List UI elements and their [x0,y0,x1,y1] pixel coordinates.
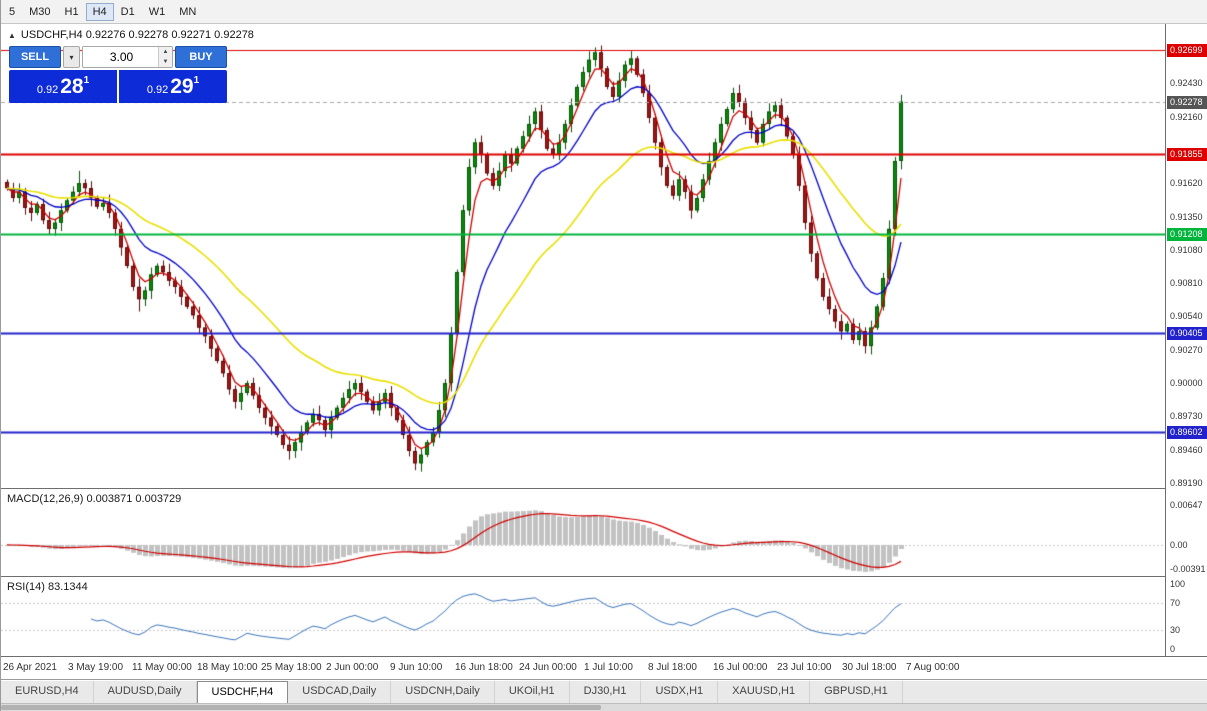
ask-price-pipette: 1 [193,75,200,86]
chart-tab-dj30-h1[interactable]: DJ30,H1 [570,681,642,703]
time-axis-label: 26 Apr 2021 [3,662,57,673]
price-level-badge: 0.90405 [1167,327,1207,341]
one-click-collapse-icon[interactable]: ▲ [8,30,16,40]
time-axis-label: 7 Aug 00:00 [906,662,960,673]
chart-tab-audusd-daily[interactable]: AUDUSD,Daily [94,681,197,703]
price-tick-label: 0.90810 [1170,278,1203,289]
price-level-badge: 0.91855 [1167,148,1207,162]
time-axis-label: 11 May 00:00 [132,662,192,673]
macd-canvas[interactable] [1,489,1165,576]
tabbar-separator [1,679,1207,681]
time-axis-label: 1 Jul 10:00 [584,662,633,673]
time-axis-label: 9 Jun 10:00 [390,662,443,673]
panel-separator[interactable] [1,576,1207,577]
rsi-tick-label: 100 [1170,578,1186,589]
time-axis-label: 8 Jul 18:00 [648,662,697,673]
macd-tick-label: 0.00 [1170,539,1188,550]
rsi-tick-label: 70 [1170,598,1181,609]
time-axis-label: 2 Jun 00:00 [326,662,379,673]
price-level-badge: 0.92699 [1167,44,1207,58]
panel-separator[interactable] [1,488,1207,489]
time-axis-label: 16 Jul 00:00 [713,662,768,673]
price-level-badge: 0.89602 [1167,426,1207,440]
rsi-label: RSI(14) 83.1344 [7,581,88,593]
macd-tick-label: 0.00647 [1170,499,1203,510]
rsi-canvas[interactable] [1,577,1165,656]
price-tick-label: 0.92430 [1170,78,1203,89]
chart-tab-eurusd-h4[interactable]: EURUSD,H4 [1,681,94,703]
timeframe-button-m30[interactable]: M30 [29,5,51,18]
sell-button[interactable]: SELL [9,46,61,68]
trade-controls-row: SELL ▾ ▲ ▼ BUY [9,46,227,68]
timeframe-button-5[interactable]: 5 [9,5,16,18]
time-axis-label: 25 May 18:00 [261,662,322,673]
chart-tab-usdcnh-daily[interactable]: USDCNH,Daily [391,681,495,703]
macd-indicator-panel: MACD(12,26,9) 0.003871 0.003729 [1,489,1165,576]
timeframe-button-d1[interactable]: D1 [120,5,135,18]
macd-label: MACD(12,26,9) 0.003871 0.003729 [7,493,182,505]
macd-tick-label: -0.00391 [1170,564,1206,575]
price-buttons-row: 0.92 28 1 0.92 29 1 [9,70,227,103]
price-tick-label: 0.91080 [1170,244,1203,255]
chart-tab-xauusd-h1[interactable]: XAUUSD,H1 [718,681,811,703]
timeframe-button-mn[interactable]: MN [179,5,197,18]
chart-title: ▲ USDCHF,H4 0.92276 0.92278 0.92271 0.92… [8,29,254,41]
price-tick-label: 0.89730 [1170,411,1203,422]
chart-tab-bar: EURUSD,H4 AUDUSD,Daily USDCHF,H4 USDCAD,Dai… [1,681,1207,704]
price-tick-label: 0.92160 [1170,111,1203,122]
time-axis[interactable]: 26 Apr 2021 3 May 19:00 11 May 00:00 18 May… [1,657,1207,679]
price-tick-label: 0.91620 [1170,178,1203,189]
volume-increase-button[interactable]: ▲ [159,47,172,57]
price-level-badge: 0.91208 [1167,228,1207,242]
chart-tab-usdx-h1[interactable]: USDX,H1 [641,681,719,703]
volume-decrease-button[interactable]: ▼ [159,57,172,67]
ask-price-big-digits: 29 [170,75,194,98]
price-chart-panel: ▲ USDCHF,H4 0.92276 0.92278 0.92271 0.92… [1,24,1165,488]
timeframe-button-h4[interactable]: H4 [85,2,114,21]
time-axis-label: 18 May 10:00 [197,662,258,673]
buy-price-button[interactable]: 0.92 29 1 [119,70,227,103]
rsi-tick-label: 30 [1170,624,1181,635]
time-axis-label: 3 May 19:00 [68,662,124,673]
buy-button[interactable]: BUY [175,46,227,68]
chevron-down-icon: ▾ [69,52,74,62]
volume-stepper: ▲ ▼ [158,47,172,67]
time-axis-label: 23 Jul 10:00 [777,662,832,673]
chart-tab-ukoil-h1[interactable]: UKOil,H1 [495,681,570,703]
time-axis-label: 30 Jul 18:00 [842,662,897,673]
bid-price-pipette: 1 [83,75,90,86]
time-axis-label: 16 Jun 18:00 [455,662,513,673]
price-tick-label: 0.89460 [1170,444,1203,455]
horizontal-scrollbar[interactable] [1,704,1207,711]
order-type-dropdown[interactable]: ▾ [63,46,80,68]
chart-tab-usdcad-daily[interactable]: USDCAD,Daily [288,681,392,703]
price-axis[interactable]: 0.92430 0.92160 0.91620 0.91350 0.91080 0.908… [1165,24,1207,656]
bid-price-prefix: 0.92 [36,84,59,96]
timeframe-button-w1[interactable]: W1 [148,5,166,18]
scrollbar-thumb[interactable] [1,705,601,710]
one-click-trading-panel: SELL ▾ ▲ ▼ BUY 0.92 28 1 0.9 [9,46,227,103]
price-tick-label: 0.90270 [1170,344,1203,355]
bid-price-big-digits: 28 [60,75,84,98]
price-tick-label: 0.89190 [1170,478,1203,489]
time-axis-label: 24 Jun 00:00 [519,662,577,673]
rsi-indicator-panel: RSI(14) 83.1344 [1,577,1165,656]
timeframe-button-h1[interactable]: H1 [64,5,79,18]
volume-box: ▲ ▼ [82,46,173,68]
price-tick-label: 0.90000 [1170,378,1203,389]
current-price-badge: 0.92278 [1167,95,1207,109]
chart-ohlc-readout: USDCHF,H4 0.92276 0.92278 0.92271 0.9227… [20,29,254,41]
volume-input[interactable] [83,47,172,67]
chart-tab-gbpusd-h1[interactable]: GBPUSD,H1 [810,681,903,703]
rsi-tick-label: 0 [1170,644,1176,655]
chart-tab-usdchf-h4[interactable]: USDCHF,H4 [196,681,289,703]
timeframe-toolbar: 5 M30 H1 H4 D1 W1 MN [1,0,1207,24]
price-tick-label: 0.90540 [1170,311,1203,322]
ask-price-prefix: 0.92 [146,84,169,96]
sell-price-button[interactable]: 0.92 28 1 [9,70,117,103]
panel-separator [1,656,1207,657]
price-tick-label: 0.91350 [1170,211,1203,222]
